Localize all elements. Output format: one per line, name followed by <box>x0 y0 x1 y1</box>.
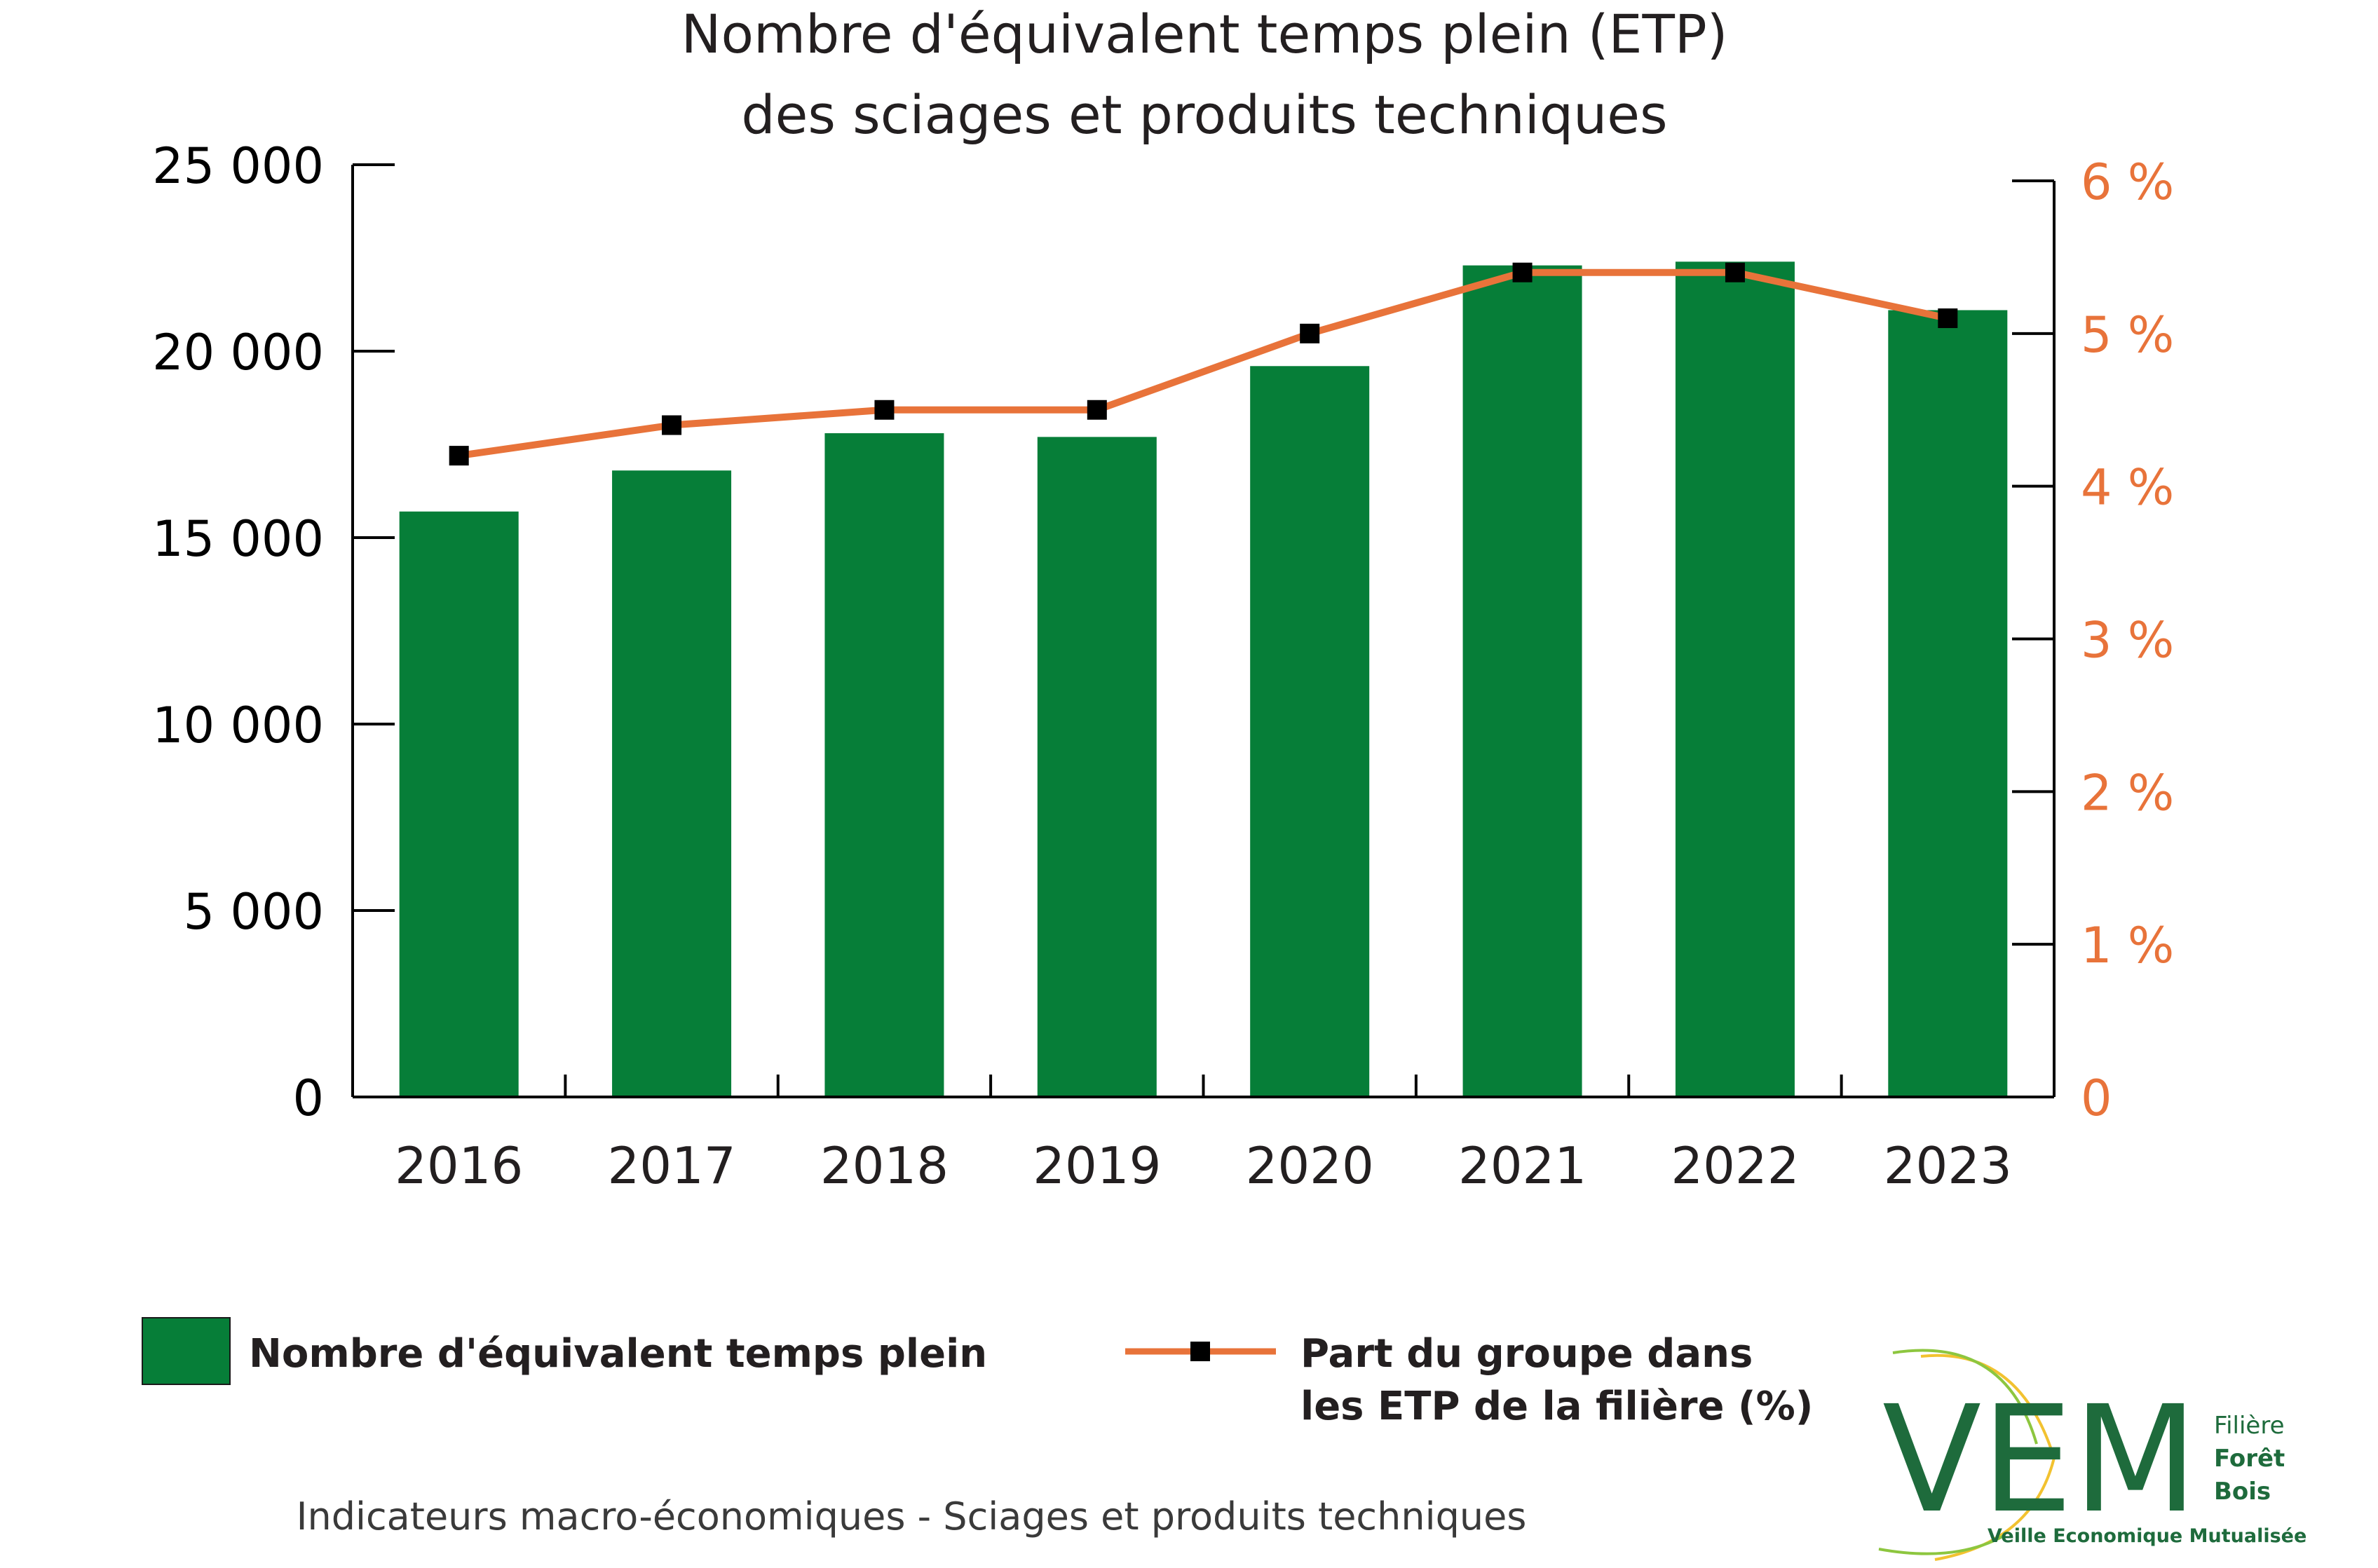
legend: Nombre d'équivalent temps plein Part du … <box>142 1317 1813 1429</box>
y-right-tick-label: 0 <box>2081 1070 2112 1127</box>
tick-labels: 0 5 000 10 000 15 000 20 000 25 000 0 1 % 2 % 3 %… <box>152 137 2174 1195</box>
axes <box>351 163 2056 1098</box>
y-right-tick-label: 1 % <box>2081 917 2174 974</box>
line-marker-2022 <box>1725 262 1745 282</box>
line-marker-2017 <box>662 415 682 435</box>
x-tick-label: 2020 <box>1246 1136 1374 1195</box>
logo-line-3: Bois <box>2214 1478 2271 1506</box>
logo-line-2: Forêt <box>2214 1445 2285 1473</box>
line-path <box>458 268 1949 460</box>
y-left-tick-label: 20 000 <box>152 324 324 381</box>
legend-bar-label: Nombre d'équivalent temps plein <box>249 1331 987 1377</box>
chart-title-line-1: Nombre d'équivalent temps plein (ETP) <box>681 3 1728 65</box>
bar-2022 <box>1675 261 1795 1097</box>
x-tick-label: 2019 <box>1033 1136 1161 1195</box>
bar-2017 <box>612 470 732 1097</box>
line-marker-2019 <box>1087 400 1107 420</box>
x-tick-label: 2017 <box>607 1136 735 1195</box>
line-marker-2021 <box>1512 262 1533 282</box>
y-right-tick-label: 6 % <box>2081 154 2174 211</box>
y-left-tick-label: 0 <box>292 1070 324 1127</box>
chart-title-line-2: des sciages et produits techniques <box>741 83 1667 146</box>
x-tick-label: 2016 <box>395 1136 523 1195</box>
bar-2016 <box>399 511 519 1097</box>
x-tick-label: 2021 <box>1458 1136 1587 1195</box>
bar-2018 <box>824 433 944 1097</box>
bar-2021 <box>1462 265 1582 1097</box>
line-marker-2016 <box>449 446 469 466</box>
logo-arc-bottom <box>1878 1534 2006 1555</box>
y-right-tick-label: 5 % <box>2081 306 2174 364</box>
y-left-tick-label: 10 000 <box>152 697 324 754</box>
bar-2019 <box>1037 437 1157 1097</box>
vem-logo: VEM Filière Forêt Bois Veille Economique… <box>1878 1349 2306 1561</box>
logo-arc-green <box>1892 1349 2038 1445</box>
y-left-tick-label: 15 000 <box>152 510 324 568</box>
x-tick-label: 2018 <box>820 1136 949 1195</box>
line-marker-2018 <box>874 400 895 420</box>
y-right-tick-label: 3 % <box>2081 612 2174 669</box>
legend-line-label-2: les ETP de la filière (%) <box>1300 1384 1813 1429</box>
bar-2023 <box>1888 310 2008 1098</box>
legend-line-marker <box>1190 1342 1210 1361</box>
line-marker-2020 <box>1300 323 1320 343</box>
x-tick-label: 2022 <box>1671 1136 1799 1195</box>
bar-2020 <box>1250 366 1370 1097</box>
logo-tagline: Veille Economique Mutualisée <box>1988 1525 2306 1547</box>
y-right-tick-label: 4 % <box>2081 459 2174 517</box>
logo-letters: VEM <box>1882 1374 2198 1546</box>
y-left-tick-label: 5 000 <box>184 883 324 941</box>
footer-caption: Indicateurs macro-économiques - Sciages … <box>297 1494 1527 1539</box>
legend-bar-swatch <box>142 1317 231 1385</box>
line-series <box>449 262 1958 466</box>
x-tick-label: 2023 <box>1884 1136 2012 1195</box>
legend-line-label-1: Part du groupe dans <box>1300 1331 1753 1377</box>
bar-series <box>399 261 2008 1098</box>
line-marker-2023 <box>1938 308 1958 329</box>
y-right-tick-label: 2 % <box>2081 764 2174 822</box>
y-left-tick-label: 25 000 <box>152 137 324 195</box>
logo-line-1: Filière <box>2214 1412 2285 1440</box>
